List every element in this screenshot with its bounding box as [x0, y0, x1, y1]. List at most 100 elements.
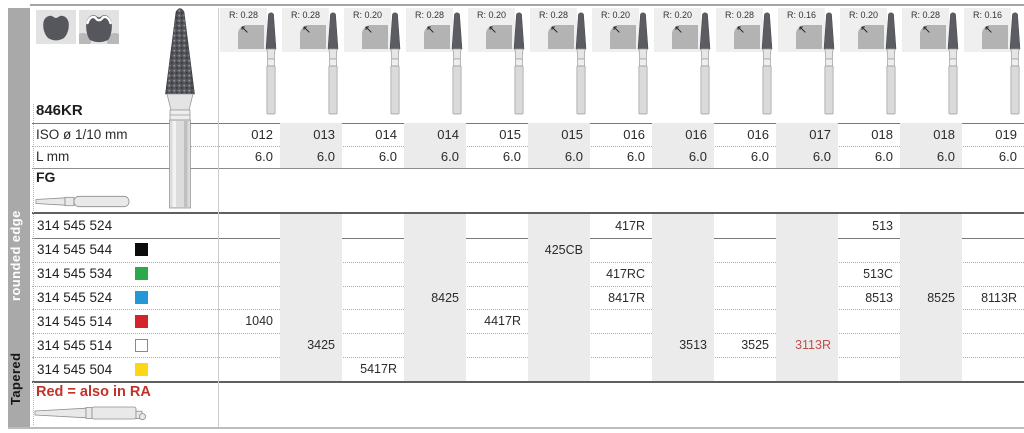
figure-number-cell	[838, 309, 900, 333]
figure-number-cell: 8417R	[608, 290, 645, 305]
model-number: 846KR	[36, 102, 83, 119]
iso-value-cell: 016	[747, 127, 769, 142]
figure-number-cell: 8425	[404, 285, 466, 310]
iso-value-cell: 018	[900, 123, 962, 146]
figure-number-cell: 513C	[863, 266, 893, 281]
taper-round-end-bur-icon	[947, 12, 959, 115]
green-grit-chip	[135, 267, 148, 281]
radius-label: R: 0.28	[538, 10, 569, 20]
figure-number-cell	[900, 357, 962, 382]
figure-number-cell	[342, 333, 404, 357]
arrow-up-left-icon: ↖	[240, 24, 250, 36]
iso-value-cell: 019	[995, 127, 1017, 142]
length-value-cell: 6.0	[874, 149, 893, 164]
column-header: R: 0.20 ↖	[590, 8, 652, 118]
table-row: 8425 8417R 8513 8525 8113R	[218, 285, 1024, 310]
column-header: R: 0.16 ↖	[776, 8, 838, 118]
figure-number-cell	[962, 238, 1024, 262]
taper-round-end-bur-icon	[327, 12, 339, 115]
figure-number-cell	[466, 333, 528, 357]
arrow-up-left-icon: ↖	[736, 24, 746, 36]
rounded-corner-arrow-icon: ↖	[548, 24, 574, 49]
column-header: R: 0.20 ↖	[652, 8, 714, 118]
radius-badge: R: 0.28 ↖	[220, 8, 267, 52]
taper-round-end-bur-icon	[1009, 12, 1021, 115]
figure-number-cell	[528, 333, 590, 358]
product-row: 314 545 524	[33, 286, 218, 310]
figure-number-cell	[714, 214, 776, 238]
arrow-up-left-icon: ↖	[860, 24, 870, 36]
sidebar-label-rounded-edge: rounded edge	[8, 210, 23, 302]
iso-value-cell: 014	[375, 127, 397, 142]
figure-number-cell	[218, 238, 280, 262]
length-value-cell: 6.0	[750, 149, 769, 164]
ra-availability-note: Red = also in RA	[36, 384, 151, 400]
table-row: 417R 513	[218, 214, 1024, 238]
figure-number-cell: 4417R	[484, 314, 521, 329]
figure-number-cell	[528, 214, 590, 238]
iso-value-cell: 015	[528, 123, 590, 146]
figure-number-cell	[590, 357, 652, 381]
figure-number-cell	[218, 262, 280, 286]
radius-badge: R: 0.16 ↖	[778, 8, 825, 52]
radius-badge: R: 0.20 ↖	[654, 8, 701, 52]
figure-number-cell	[528, 309, 590, 334]
order-code: 314 545 504	[37, 361, 113, 377]
arrow-up-left-icon: ↖	[426, 24, 436, 36]
length-value-cell: 6.0	[280, 146, 342, 168]
length-value-band: 6.0 6.0 6.0 6.0 6.0 6.0 6.0 6.0 6.0 6.0 6.0 6.0 6.0	[218, 146, 1024, 168]
figure-number-cell	[900, 309, 962, 334]
figure-number-cell	[466, 214, 528, 238]
figure-number-cell	[342, 309, 404, 333]
figure-number-cell: 417RC	[606, 266, 645, 281]
column-header: R: 0.28 ↖	[714, 8, 776, 118]
figure-number-cell	[590, 309, 652, 333]
category-sidebar: rounded edge Tapered	[8, 8, 30, 427]
figure-number-cell	[528, 357, 590, 382]
length-value-cell: 6.0	[254, 149, 273, 164]
figure-number-cell: 1040	[245, 314, 273, 329]
rounded-corner-arrow-icon: ↖	[610, 24, 636, 49]
arrow-up-left-icon: ↖	[364, 24, 374, 36]
radius-label: R: 0.20	[352, 10, 383, 20]
order-code: 314 545 544	[37, 242, 113, 258]
length-value-cell: 6.0	[626, 149, 645, 164]
figure-number-cell	[652, 261, 714, 286]
figure-number-cell	[280, 309, 342, 334]
figure-number-cell	[528, 285, 590, 310]
fg-shank-icon	[35, 195, 130, 208]
length-row-label: L mm	[36, 149, 70, 164]
figure-number-cell: 3113R	[776, 333, 838, 358]
figure-number-cell: 417R	[615, 218, 645, 233]
product-row: 314 545 514	[33, 333, 218, 357]
rounded-corner-arrow-icon: ↖	[920, 24, 946, 49]
radius-badge: R: 0.28 ↖	[902, 8, 949, 52]
column-header: R: 0.16 ↖	[962, 8, 1024, 118]
length-value-cell: 6.0	[998, 149, 1017, 164]
radius-badge: R: 0.20 ↖	[468, 8, 515, 52]
figure-number-cell	[962, 214, 1024, 238]
figure-number-cell	[714, 238, 776, 262]
figure-number-cell	[714, 262, 776, 286]
figure-number-cell	[466, 357, 528, 381]
molar-crown-icon	[36, 10, 76, 44]
figure-number-cell	[342, 286, 404, 310]
figure-number-cell: 3425	[280, 333, 342, 358]
column-header: R: 0.20 ↖	[342, 8, 404, 118]
iso-value-cell: 013	[280, 123, 342, 146]
rounded-corner-arrow-icon: ↖	[300, 24, 326, 49]
product-row: 314 545 504	[33, 357, 218, 381]
iso-value-band: 012 013 014 014 015 015 016 016 016 017 018 018 019	[218, 123, 1024, 146]
figure-number-cell	[652, 214, 714, 238]
figure-number-cell	[404, 261, 466, 286]
column-header: R: 0.28 ↖	[218, 8, 280, 118]
divider	[32, 212, 1024, 214]
figure-number-cell	[838, 238, 900, 262]
length-value-cell: 6.0	[378, 149, 397, 164]
figure-number-cell	[280, 357, 342, 382]
figure-number-cell: 8513	[865, 290, 893, 305]
iso-value-cell: 015	[499, 127, 521, 142]
radius-badge: R: 0.20 ↖	[840, 8, 887, 52]
figure-number-cell: 8525	[900, 285, 962, 310]
